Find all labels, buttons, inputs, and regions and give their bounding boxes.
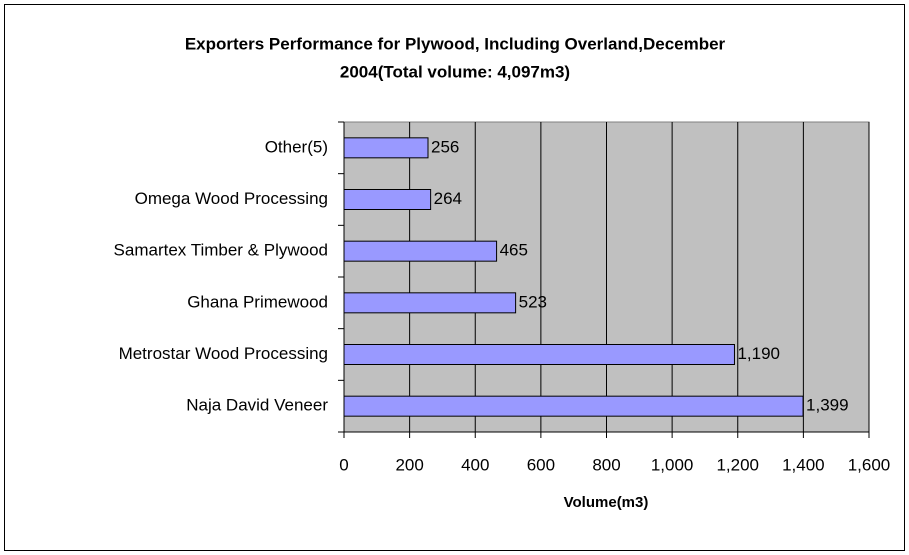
bar [343, 240, 498, 262]
y-tick-label: Ghana Primewood [187, 292, 328, 311]
x-tick-label: 800 [592, 455, 620, 474]
bar [343, 189, 432, 210]
x-tick-label: 400 [461, 455, 489, 474]
y-tick-label: Naja David Veneer [186, 396, 328, 415]
x-tick-label: 600 [527, 455, 555, 474]
chart-title: Exporters Performance for Plywood, Inclu… [185, 34, 726, 53]
data-label: 1,190 [737, 344, 780, 363]
x-tick-label: 1,000 [651, 455, 694, 474]
bar [343, 344, 735, 365]
x-tick-label: 1,200 [716, 455, 759, 474]
chart-title: 2004(Total volume: 4,097m3) [340, 62, 570, 81]
data-label: 256 [431, 137, 459, 156]
x-axis-title: Volume(m3) [564, 494, 649, 511]
bar [343, 395, 804, 417]
bar [343, 137, 429, 159]
y-tick-label: Metrostar Wood Processing [119, 344, 328, 363]
y-tick-label: Samartex Timber & Plywood [114, 241, 328, 260]
y-tick-label: Other(5) [265, 137, 328, 156]
data-label: 264 [434, 189, 462, 208]
data-label: 465 [500, 241, 528, 260]
bar [343, 292, 517, 314]
x-tick-label: 200 [395, 455, 423, 474]
x-tick-label: 1,400 [782, 455, 825, 474]
x-tick-label: 0 [339, 455, 348, 474]
x-tick-label: 1,600 [848, 455, 891, 474]
y-tick-label: Omega Wood Processing [135, 189, 328, 208]
data-label: 1,399 [806, 396, 849, 415]
data-label: 523 [519, 292, 547, 311]
